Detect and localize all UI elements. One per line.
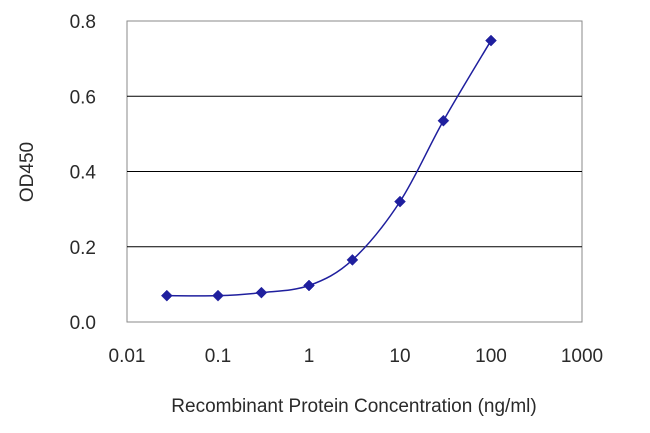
x-tick-label: 1000 [561, 346, 603, 367]
grid-layer [127, 95, 582, 248]
y-tick-label: 0.2 [70, 238, 96, 259]
data-point-marker [394, 195, 406, 208]
data-point-marker [437, 114, 450, 127]
data-point-marker [303, 279, 315, 292]
data-point-marker [212, 289, 224, 302]
series-layer [160, 34, 497, 302]
x-axis-ticks: 0.01 0.1 1 10 100 1000 [109, 346, 604, 367]
y-axis-title: OD450 [17, 142, 38, 202]
x-tick-label: 100 [475, 346, 507, 367]
data-point-marker [160, 289, 173, 302]
x-tick-label: 10 [389, 346, 410, 367]
x-tick-label: 1 [304, 346, 315, 367]
y-tick-label: 0.8 [70, 12, 96, 33]
data-point-marker [346, 254, 359, 266]
x-tick-label: 0.01 [109, 346, 146, 367]
data-point-marker [255, 286, 268, 299]
y-tick-label: 0.4 [70, 163, 97, 184]
y-axis-ticks: 0.0 0.2 0.4 0.6 0.8 [70, 12, 97, 334]
data-point-marker [485, 34, 497, 47]
y-tick-label: 0.6 [70, 87, 96, 108]
x-axis-title: Recombinant Protein Concentration (ng/ml… [171, 396, 536, 417]
x-tick-label: 0.1 [205, 346, 231, 367]
y-tick-label: 0.0 [70, 313, 96, 334]
